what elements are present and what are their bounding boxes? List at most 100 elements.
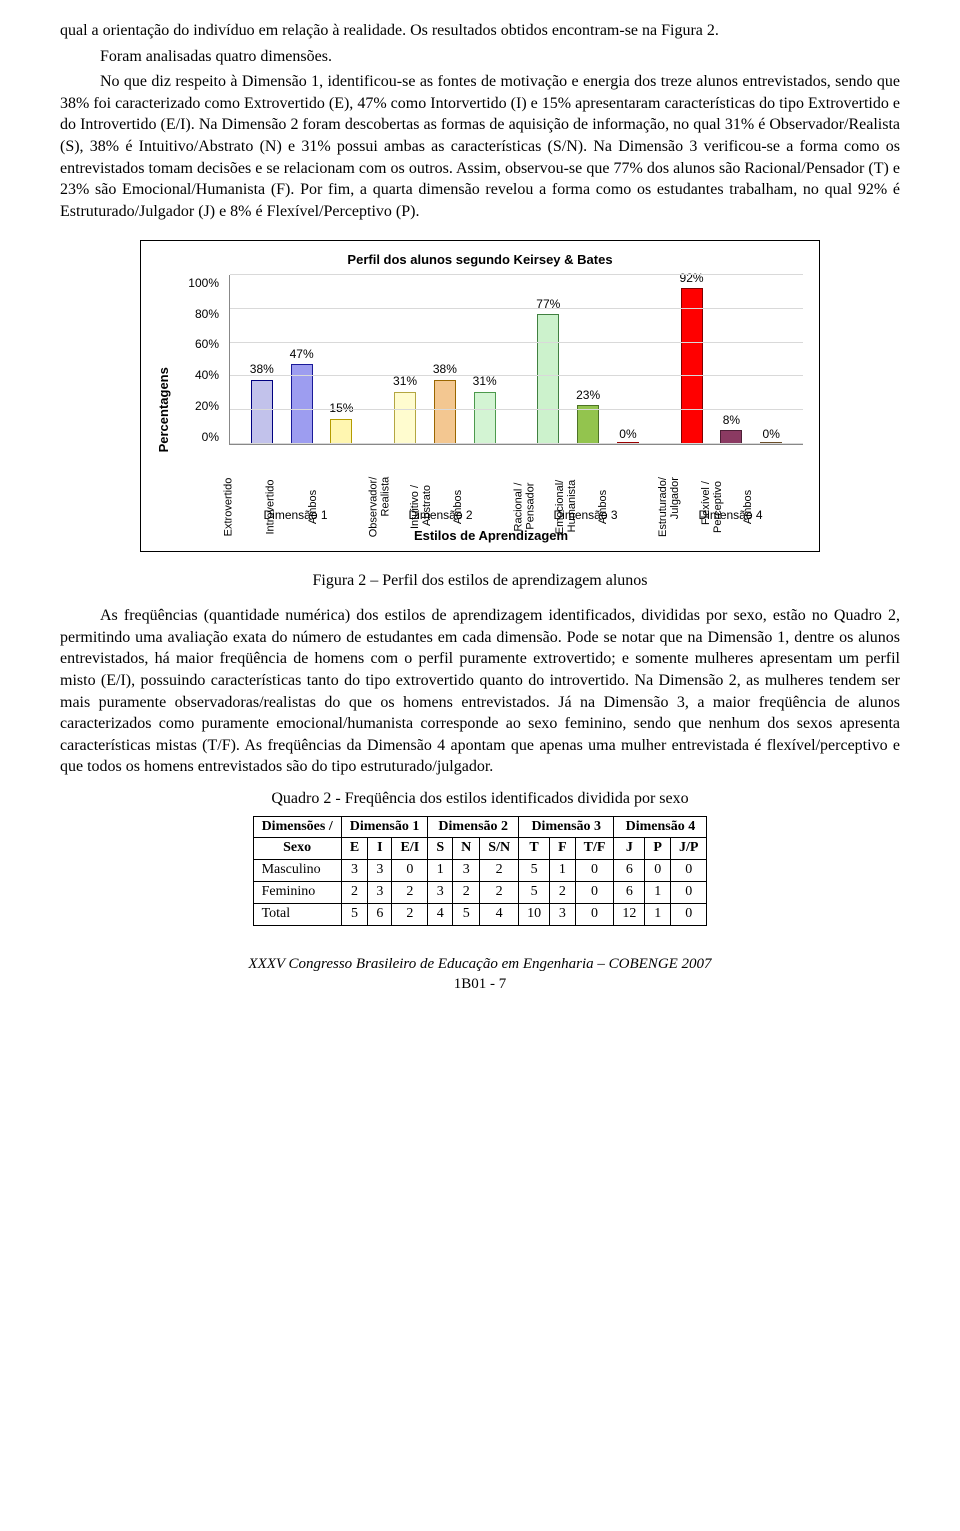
y-axis: Percentagens [153, 275, 175, 545]
xcat-group: Estruturado/JulgadorFlexível /Perceptivo… [658, 445, 803, 505]
x-category-label: Estruturado/Julgador [676, 445, 700, 505]
page-footer: XXXV Congresso Brasileiro de Educação em… [60, 954, 900, 995]
quadro-caption: Quadro 2 - Freqüência dos estilos identi… [60, 788, 900, 810]
bar-value-label: 77% [536, 296, 560, 312]
bar-wrap: 23% [576, 275, 600, 444]
bar-wrap: 0% [759, 275, 783, 444]
table-cell: 12 [614, 904, 645, 926]
x-category-label: Ambos [616, 445, 640, 505]
y-tick: 40% [181, 367, 219, 383]
table-subhead: S [428, 838, 453, 860]
table-cell: 4 [480, 904, 519, 926]
table-dim-head: Dimensão 1 [341, 816, 428, 838]
paragraph-intro: qual a orientação do indivíduo em relaçã… [60, 20, 900, 42]
x-category-label: Observador/Realista [386, 445, 410, 505]
bar-value-label: 23% [576, 387, 600, 403]
bar-value-label: 8% [723, 412, 740, 428]
bar-wrap: 77% [536, 275, 560, 444]
bar-group: 31%38%31% [373, 275, 516, 444]
table-cell: 0 [670, 882, 706, 904]
table-cell: 1 [645, 904, 671, 926]
bar-wrap: 38% [433, 275, 457, 444]
bar-value-label: 47% [290, 346, 314, 362]
table-row-label: Feminino [253, 882, 341, 904]
table-cell: 3 [368, 860, 392, 882]
table-cell: 6 [368, 904, 392, 926]
table-cell: 3 [368, 882, 392, 904]
bar-value-label: 92% [680, 270, 704, 286]
gridline [230, 375, 803, 376]
table-cell: 5 [453, 904, 480, 926]
bar-value-label: 0% [763, 426, 780, 442]
bar [537, 314, 559, 444]
bar-wrap: 0% [616, 275, 640, 444]
y-tick: 60% [181, 336, 219, 352]
table-cell: 4 [428, 904, 453, 926]
bar-wrap: 15% [329, 275, 353, 444]
paragraph-freq: As freqüências (quantidade numérica) dos… [60, 605, 900, 778]
table-cell: 2 [480, 882, 519, 904]
x-category-label: Extrovertido [241, 445, 265, 505]
bar-group: 38% 47% 15% [230, 275, 373, 444]
table-cell: 2 [392, 904, 428, 926]
table-dim-head: Dimensão 2 [428, 816, 519, 838]
bar-group: 92% 8% 0% [660, 275, 803, 444]
table-cell: 1 [428, 860, 453, 882]
bar [681, 288, 703, 443]
bar-wrap: 8% [719, 275, 743, 444]
table-subhead: P [645, 838, 671, 860]
table-subhead: I [368, 838, 392, 860]
footer-congress: XXXV Congresso Brasileiro de Educação em… [248, 956, 711, 972]
xcat-group: Racional /PensadorEmocional/HumanistaAmb… [513, 445, 658, 505]
x-category-label: Introvertido [284, 445, 308, 505]
table-cell: 0 [392, 860, 428, 882]
gridline [230, 409, 803, 410]
table-row: Total56245410301210 [253, 904, 707, 926]
table-cell: 0 [670, 904, 706, 926]
table-corner-top: Dimensões / [253, 816, 341, 838]
x-category-label: Intuitivo /Abstrato [429, 445, 453, 505]
y-axis-label: Percentagens [155, 367, 173, 452]
table-subhead: T/F [575, 838, 614, 860]
table-cell: 0 [575, 860, 614, 882]
gridline [230, 274, 803, 275]
table-cell: 2 [550, 882, 576, 904]
table-row-label: Masculino [253, 860, 341, 882]
bar-wrap: 31% [393, 275, 417, 444]
table-cell: 2 [453, 882, 480, 904]
table-subhead: N [453, 838, 480, 860]
bar [577, 405, 599, 444]
table-cell: 1 [645, 882, 671, 904]
bar-wrap: 47% [290, 275, 314, 444]
y-tick: 100% [181, 275, 219, 291]
paragraph-analysis: No que diz respeito à Dimensão 1, identi… [60, 71, 900, 222]
bar-value-label: 0% [619, 426, 636, 442]
bar [251, 380, 273, 444]
xcat-group: Extrovertido Introvertido Ambos [223, 445, 368, 505]
chart-container: Perfil dos alunos segundo Keirsey & Bate… [140, 240, 820, 551]
table-subhead: J [614, 838, 645, 860]
paragraph-dimensoes: Foram analisadas quatro dimensões. [60, 46, 900, 68]
x-category-label: Ambos [326, 445, 350, 505]
xcat-group: Observador/RealistaIntuitivo /AbstratoAm… [368, 445, 513, 505]
table-cell: 5 [519, 882, 550, 904]
footer-pageno: 1B01 - 7 [60, 974, 900, 994]
bar-wrap: 38% [250, 275, 274, 444]
table-dim-head: Dimensão 3 [519, 816, 614, 838]
chart-title: Perfil dos alunos segundo Keirsey & Bate… [153, 251, 807, 269]
bar [434, 380, 456, 444]
table-cell: 2 [480, 860, 519, 882]
gridline [230, 342, 803, 343]
x-category-label: Racional /Pensador [531, 445, 555, 505]
x-category-label: Ambos [761, 445, 785, 505]
table-cell: 3 [550, 904, 576, 926]
table-subhead: E/I [392, 838, 428, 860]
plot-area: 100%80%60%40%20%0% 38%47%15%31%38%31%77%… [181, 275, 807, 445]
y-tick: 20% [181, 398, 219, 414]
table-cell: 0 [575, 904, 614, 926]
table-corner-bottom: Sexo [253, 838, 341, 860]
table-dim-head: Dimensão 4 [614, 816, 707, 838]
table-cell: 3 [341, 860, 368, 882]
bar-wrap: 92% [680, 275, 704, 444]
bar [394, 392, 416, 444]
